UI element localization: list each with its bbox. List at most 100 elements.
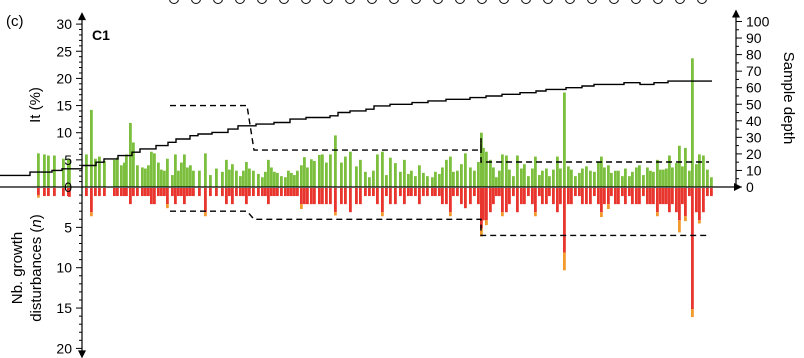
gd-bar bbox=[678, 188, 681, 221]
gd-bar bbox=[235, 188, 238, 197]
gd-bar bbox=[225, 188, 228, 205]
cropped-marker bbox=[587, 0, 597, 4]
index-bar bbox=[624, 168, 627, 187]
index-bar bbox=[163, 170, 166, 187]
index-bar bbox=[523, 164, 526, 187]
gd-bar bbox=[116, 188, 119, 197]
index-bar bbox=[501, 154, 504, 187]
gd-bar bbox=[180, 188, 183, 197]
right-tick-label: 30 bbox=[746, 129, 762, 145]
index-bar bbox=[344, 156, 347, 187]
index-bar bbox=[452, 171, 455, 187]
gd-bar bbox=[410, 188, 413, 197]
gd-bar bbox=[389, 188, 392, 205]
gd-bar bbox=[136, 188, 139, 197]
index-bar bbox=[570, 169, 573, 187]
cropped-marker bbox=[301, 0, 311, 4]
index-bar bbox=[372, 170, 375, 187]
sample-depth-polyline bbox=[0, 80, 712, 177]
index-bar bbox=[53, 155, 56, 187]
gd-bar bbox=[668, 188, 671, 213]
gd-bar bbox=[284, 188, 287, 197]
gd-bar bbox=[160, 188, 163, 197]
index-bar bbox=[668, 155, 671, 187]
index-bar bbox=[593, 171, 596, 187]
index-bar bbox=[334, 135, 337, 187]
index-bar bbox=[270, 167, 273, 187]
gd-bar bbox=[449, 188, 452, 213]
gd-bar bbox=[103, 188, 106, 197]
gd-bar bbox=[688, 188, 691, 197]
gd-minor-bar bbox=[563, 252, 566, 271]
gd-bar bbox=[174, 188, 177, 205]
index-bar bbox=[581, 168, 584, 187]
gd-bar bbox=[671, 188, 674, 205]
cropped-marker bbox=[499, 0, 509, 4]
gd-bar bbox=[559, 188, 562, 205]
index-bar bbox=[473, 170, 476, 187]
index-bar bbox=[313, 160, 316, 187]
gd-bar bbox=[313, 188, 316, 205]
index-bar bbox=[381, 151, 384, 187]
index-bar bbox=[287, 170, 290, 187]
cropped-marker bbox=[477, 0, 487, 4]
gd-minor-bar bbox=[37, 195, 40, 198]
index-bar bbox=[638, 165, 641, 187]
index-bar bbox=[512, 176, 515, 187]
index-bar bbox=[656, 159, 659, 187]
index-bar bbox=[505, 155, 508, 187]
gd-bar bbox=[372, 188, 375, 197]
gd-bar bbox=[248, 188, 251, 197]
index-bar bbox=[527, 176, 530, 187]
gd-bar bbox=[635, 188, 638, 205]
index-bar bbox=[418, 165, 421, 187]
cropped-marker bbox=[543, 0, 553, 4]
index-bar bbox=[614, 170, 617, 187]
gd-bar bbox=[306, 188, 309, 205]
index-bar bbox=[257, 173, 260, 187]
gd-bar bbox=[98, 188, 101, 197]
index-bar bbox=[631, 171, 634, 187]
right-tick-label: 20 bbox=[746, 146, 762, 162]
gd-bar bbox=[516, 188, 519, 213]
cropped-marker bbox=[675, 0, 685, 4]
index-bar bbox=[113, 159, 116, 187]
index-bar bbox=[90, 109, 93, 187]
gd-bar bbox=[120, 188, 123, 197]
gd-bar bbox=[426, 188, 429, 197]
index-bar bbox=[276, 172, 279, 187]
gd-bar bbox=[656, 188, 659, 213]
gd-bar bbox=[659, 188, 662, 205]
index-bar bbox=[610, 172, 613, 187]
gd-bar bbox=[523, 188, 526, 205]
gd-bar bbox=[498, 188, 501, 197]
gd-bar bbox=[665, 188, 668, 205]
gd-bar bbox=[150, 188, 153, 205]
gd-bar bbox=[441, 188, 444, 205]
gd-bar bbox=[186, 188, 189, 197]
right-tick-label: 70 bbox=[746, 63, 762, 79]
index-bar bbox=[186, 167, 189, 187]
index-bar bbox=[116, 157, 119, 187]
gd-bar bbox=[85, 188, 88, 197]
index-bar bbox=[340, 162, 343, 187]
cropped-marker bbox=[345, 0, 355, 4]
index-bar bbox=[646, 167, 649, 187]
gd-bar bbox=[252, 188, 255, 197]
right-tick-label: 40 bbox=[746, 113, 762, 129]
index-bar bbox=[394, 163, 397, 187]
index-bar bbox=[485, 151, 488, 187]
gd-bar bbox=[492, 188, 495, 205]
index-bar bbox=[407, 173, 410, 187]
index-bar bbox=[495, 177, 498, 187]
cropped-marker bbox=[169, 0, 179, 4]
gd-bar bbox=[403, 188, 406, 205]
gd-threshold-line bbox=[170, 210, 709, 237]
index-bar bbox=[691, 58, 694, 188]
index-bar bbox=[482, 147, 485, 187]
index-bar bbox=[321, 154, 324, 187]
gd-bar bbox=[261, 188, 264, 197]
index-bar bbox=[552, 169, 555, 187]
index-bar bbox=[597, 162, 600, 187]
y-bottom-tick-label: 5 bbox=[64, 219, 72, 235]
